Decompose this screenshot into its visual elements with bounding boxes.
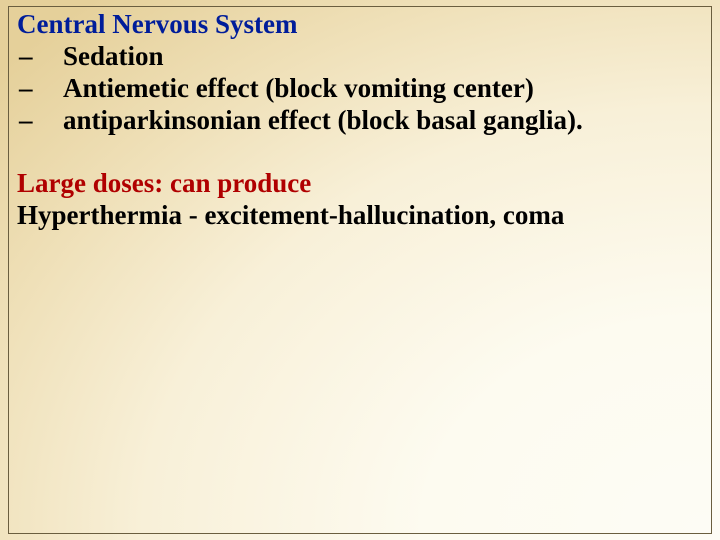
section-gap bbox=[17, 136, 703, 168]
list-item: – Sedation bbox=[17, 41, 703, 73]
content-frame: Central Nervous System – Sedation – Anti… bbox=[8, 6, 712, 534]
bullet-marker: – bbox=[17, 41, 63, 73]
list-item: – antiparkinsonian effect (block basal g… bbox=[17, 105, 703, 137]
bullet-text: Antiemetic effect (block vomiting center… bbox=[63, 73, 703, 105]
bullet-marker: – bbox=[17, 105, 63, 137]
bullet-marker: – bbox=[17, 73, 63, 105]
list-item: – Antiemetic effect (block vomiting cent… bbox=[17, 73, 703, 105]
section-heading-cns: Central Nervous System bbox=[17, 9, 703, 41]
slide: Central Nervous System – Sedation – Anti… bbox=[0, 0, 720, 540]
section-heading-large-doses: Large doses: can produce bbox=[17, 168, 703, 200]
bullet-text: antiparkinsonian effect (block basal gan… bbox=[63, 105, 703, 137]
bullet-text: Sedation bbox=[63, 41, 703, 73]
body-line: Hyperthermia - excitement-hallucination,… bbox=[17, 200, 703, 232]
